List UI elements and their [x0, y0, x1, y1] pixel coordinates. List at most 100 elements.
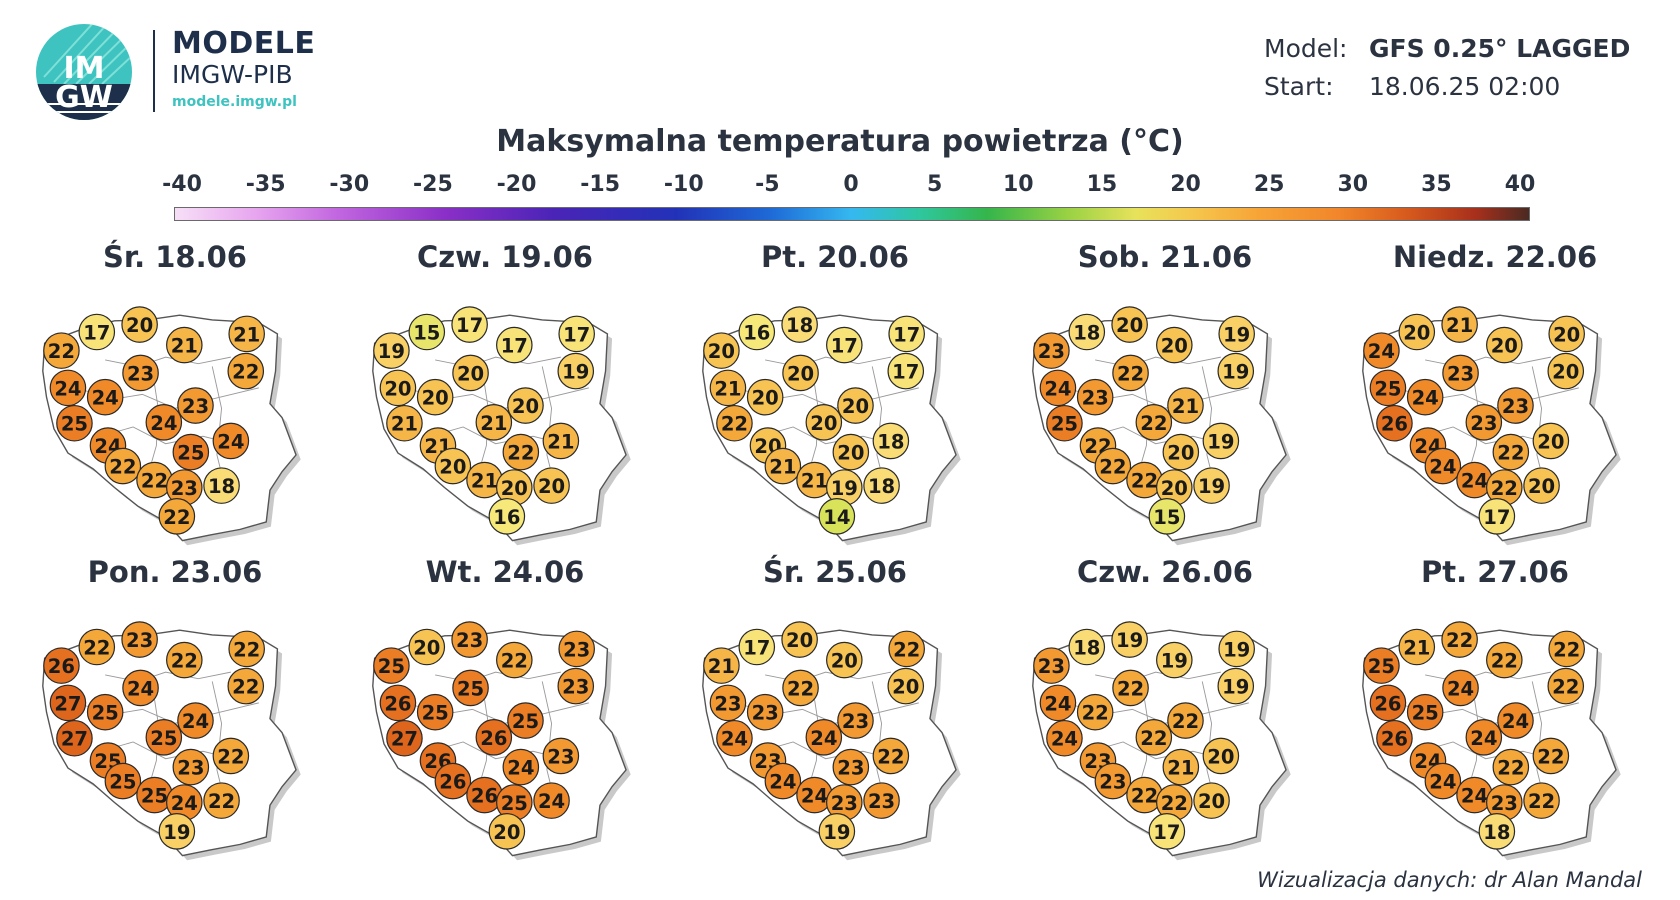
temperature-marker [452, 354, 489, 392]
temperature-marker [1369, 684, 1407, 722]
temperature-value: 22 [787, 677, 814, 700]
temperature-value: 20 [752, 387, 779, 410]
temperature-value: 25 [378, 655, 405, 678]
temperature-value: 24 [182, 710, 209, 733]
temperature-value: 22 [1140, 727, 1167, 750]
temperature-value: 21 [547, 430, 574, 453]
temperature-marker [86, 378, 124, 416]
logo-text-bottom: GW [55, 80, 113, 115]
colorbar-tick: 15 [1086, 172, 1118, 197]
temperature-value: 19 [1116, 629, 1143, 652]
temperature-value: 20 [1116, 314, 1143, 337]
temperature-value: 22 [1497, 442, 1524, 465]
temperature-value: 23 [842, 710, 869, 733]
temperature-marker [863, 782, 900, 819]
day-label: Pt. 20.06 [761, 240, 909, 274]
temperature-value: 26 [471, 784, 498, 807]
temperature-value: 20 [126, 314, 153, 337]
temperature-value: 24 [171, 792, 198, 815]
temperature-value: 22 [1491, 649, 1518, 672]
temperature-value: 22 [1172, 710, 1199, 733]
temperature-value: 21 [769, 456, 796, 479]
temperature-value: 23 [752, 702, 779, 725]
temperature-value: 22 [877, 745, 904, 768]
temperature-value: 20 [1198, 790, 1225, 813]
temperature-value: 21 [391, 413, 418, 436]
temperature-marker [1424, 762, 1462, 800]
temperature-marker [158, 498, 196, 535]
temperature-value: 17 [831, 334, 858, 357]
temperature-marker [1492, 433, 1530, 471]
temperature-marker [1202, 422, 1240, 460]
temperature-value: 20 [1403, 321, 1430, 344]
temperature-marker [1442, 669, 1479, 707]
temperature-value: 20 [1537, 430, 1564, 453]
colorbar-tick: -5 [755, 172, 780, 197]
temperature-value: 22 [1553, 638, 1580, 661]
temperature-marker [888, 630, 925, 668]
temperature-value: 26 [480, 727, 507, 750]
temperature-value: 17 [1153, 821, 1180, 844]
temperature-marker [887, 352, 925, 390]
temperature-marker [145, 404, 183, 441]
temperature-value: 22 [1446, 629, 1473, 652]
temperature-marker [507, 702, 544, 739]
colorbar-tick: 40 [1504, 172, 1536, 197]
temperature-marker [434, 762, 472, 800]
temperature-value: 16 [493, 506, 520, 529]
temperature-marker [872, 422, 910, 460]
temperature-value: 22 [232, 676, 259, 699]
temperature-value: 22 [233, 638, 260, 661]
temperature-value: 23 [126, 629, 153, 652]
temperature-marker [78, 313, 116, 351]
temperature-value: 22 [208, 790, 235, 813]
temperature-marker [1363, 332, 1400, 369]
temperature-marker [738, 628, 776, 666]
model-key: Model: [1264, 34, 1348, 63]
temperature-value: 20 [493, 821, 520, 844]
temperature-value: 19 [1161, 649, 1188, 672]
temperature-marker [1076, 693, 1114, 731]
temperature-marker [1039, 369, 1077, 407]
temperature-value: 23 [171, 477, 198, 500]
colorbar-tick: -35 [245, 172, 286, 197]
temperature-marker [1039, 684, 1077, 722]
brand-url[interactable]: modele.imgw.pl [172, 94, 297, 110]
temperature-value: 24 [1447, 677, 1474, 700]
temperature-marker [203, 467, 240, 504]
temperature-value: 24 [1044, 692, 1071, 715]
temperature-value: 19 [1198, 475, 1225, 498]
temperature-marker [832, 433, 870, 471]
forecast-day-panel: Śr. 25.06 21 17 20 20 22 23 22 20 24 23 24 23 23 24 24 2… [675, 555, 995, 875]
temperature-value: 25 [1368, 655, 1395, 678]
temperature-marker [104, 447, 142, 485]
temperature-marker [502, 433, 540, 471]
temperature-marker [557, 352, 595, 390]
temperature-value: 25 [177, 442, 204, 465]
temperature-marker [1148, 813, 1186, 850]
imgw-logo: IM GW [34, 22, 134, 122]
temperature-marker [452, 669, 489, 707]
temperature-value: 14 [823, 506, 850, 529]
temperature-marker [122, 354, 159, 392]
temperature-value: 21 [1172, 395, 1199, 418]
temperature-value: 17 [893, 323, 920, 346]
temperature-marker [1111, 621, 1148, 658]
forecast-day-panel: Czw. 26.06 23 18 19 19 19 24 22 19 24 22 22 22 23 23 22… [1005, 555, 1325, 875]
temperature-value: 19 [1222, 361, 1249, 384]
temperature-value: 17 [563, 323, 590, 346]
temperature-value: 22 [1082, 702, 1109, 725]
temperature-value: 21 [233, 323, 260, 346]
temperature-marker [1523, 467, 1560, 504]
colorbar-tick: 10 [1002, 172, 1034, 197]
temperature-value: 22 [1117, 362, 1144, 385]
temperature-marker [43, 647, 80, 684]
temperature-value: 24 [1412, 387, 1439, 410]
temperature-value: 21 [1446, 314, 1473, 337]
temperature-value: 20 [787, 362, 814, 385]
temperature-value: 25 [1374, 377, 1401, 400]
temperature-value: 26 [1381, 728, 1408, 751]
